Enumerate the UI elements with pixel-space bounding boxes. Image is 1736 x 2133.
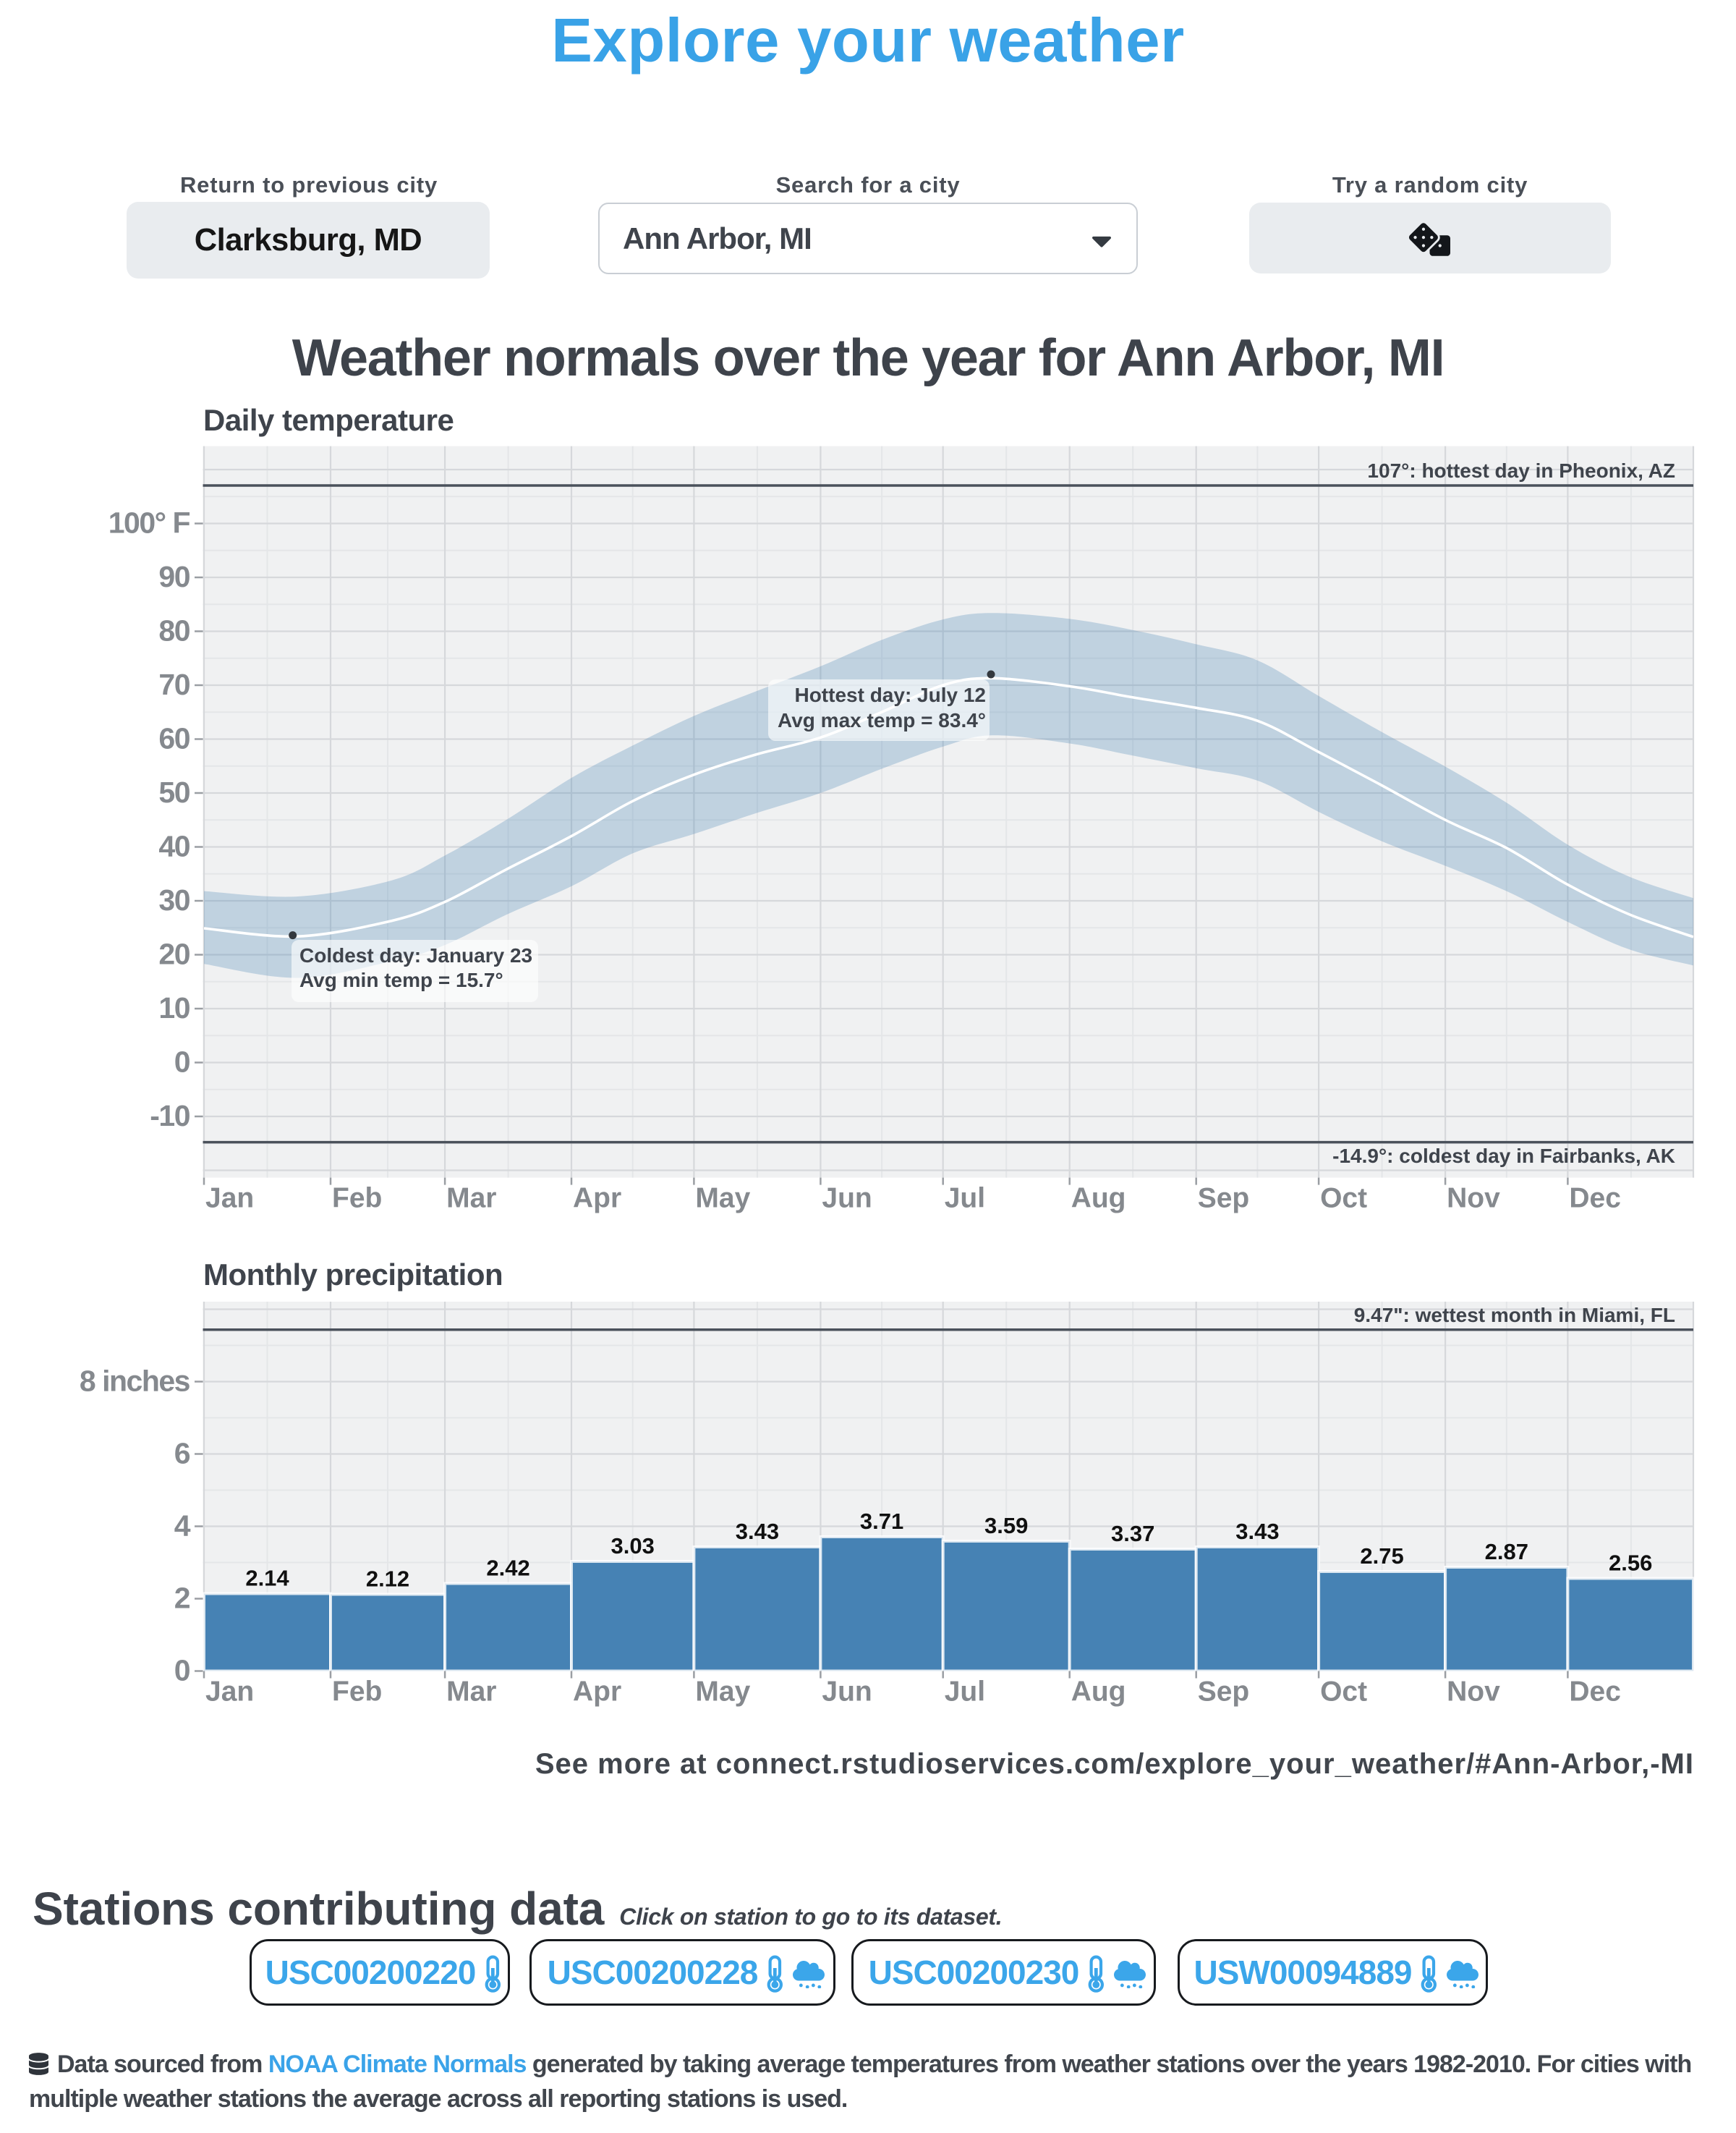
svg-text:2.14: 2.14: [245, 1566, 289, 1591]
svg-text:30: 30: [158, 883, 190, 917]
svg-text:May: May: [695, 1676, 750, 1708]
svg-text:Jan: Jan: [205, 1183, 254, 1214]
svg-text:6: 6: [174, 1437, 190, 1470]
svg-text:2.87: 2.87: [1485, 1539, 1528, 1564]
svg-text:3.43: 3.43: [736, 1519, 779, 1544]
svg-text:0: 0: [174, 1654, 190, 1687]
svg-text:2.56: 2.56: [1609, 1551, 1652, 1576]
svg-text:-14.9°: coldest day in Fairban: -14.9°: coldest day in Fairbanks, AK: [1332, 1145, 1675, 1167]
svg-text:Mar: Mar: [446, 1183, 496, 1214]
svg-text:Hottest day: July 12: Hottest day: July 12: [794, 684, 986, 706]
svg-text:Sep: Sep: [1198, 1676, 1250, 1708]
svg-text:8 inches: 8 inches: [80, 1365, 190, 1398]
svg-text:2.12: 2.12: [366, 1566, 409, 1592]
svg-text:Nov: Nov: [1447, 1676, 1500, 1708]
svg-text:9.47": wettest month in Miami,: 9.47": wettest month in Miami, FL: [1354, 1304, 1675, 1326]
svg-text:3.71: 3.71: [860, 1509, 903, 1534]
svg-text:Dec: Dec: [1569, 1676, 1621, 1708]
svg-text:40: 40: [158, 830, 190, 863]
svg-text:Monthly precipitation: Monthly precipitation: [203, 1258, 503, 1292]
svg-text:100° F: 100° F: [109, 506, 190, 540]
svg-text:Dec: Dec: [1569, 1183, 1621, 1214]
svg-text:4: 4: [174, 1509, 191, 1543]
svg-text:Jul: Jul: [945, 1183, 985, 1214]
svg-text:3.43: 3.43: [1235, 1519, 1279, 1544]
svg-text:90: 90: [158, 560, 190, 593]
svg-text:3.37: 3.37: [1111, 1521, 1154, 1546]
svg-text:60: 60: [158, 722, 190, 755]
svg-text:Coldest day: January 23: Coldest day: January 23: [299, 944, 532, 967]
svg-text:10: 10: [158, 991, 190, 1025]
svg-text:Aug: Aug: [1071, 1183, 1126, 1214]
svg-text:Oct: Oct: [1320, 1676, 1367, 1708]
svg-text:70: 70: [158, 668, 190, 701]
svg-text:0: 0: [174, 1046, 190, 1079]
svg-text:50: 50: [158, 776, 190, 809]
svg-text:20: 20: [158, 938, 190, 971]
svg-text:Jun: Jun: [822, 1676, 872, 1708]
svg-text:107°: hottest day in Pheonix,: 107°: hottest day in Pheonix, AZ: [1367, 459, 1675, 482]
svg-text:Feb: Feb: [332, 1676, 382, 1708]
svg-text:Avg min temp = 15.7°: Avg min temp = 15.7°: [299, 969, 503, 991]
svg-text:Daily temperature: Daily temperature: [203, 405, 454, 437]
svg-text:Apr: Apr: [573, 1676, 621, 1708]
svg-text:Jun: Jun: [822, 1183, 872, 1214]
svg-text:Jan: Jan: [205, 1676, 254, 1708]
svg-text:Aug: Aug: [1071, 1676, 1126, 1708]
svg-text:80: 80: [158, 614, 190, 648]
svg-text:Mar: Mar: [446, 1676, 496, 1708]
svg-text:-10: -10: [150, 1099, 190, 1132]
svg-text:May: May: [695, 1183, 750, 1214]
svg-text:Avg max temp = 83.4°: Avg max temp = 83.4°: [778, 709, 986, 732]
svg-text:Sep: Sep: [1198, 1183, 1250, 1214]
svg-text:Oct: Oct: [1320, 1183, 1367, 1214]
svg-text:2.42: 2.42: [486, 1556, 529, 1581]
svg-text:Apr: Apr: [573, 1183, 621, 1214]
svg-text:2: 2: [174, 1582, 190, 1615]
svg-text:Nov: Nov: [1447, 1183, 1500, 1214]
svg-text:Jul: Jul: [945, 1676, 985, 1708]
svg-text:3.03: 3.03: [611, 1533, 655, 1559]
svg-text:2.75: 2.75: [1360, 1543, 1403, 1569]
svg-text:3.59: 3.59: [984, 1513, 1028, 1538]
svg-text:Feb: Feb: [332, 1183, 382, 1214]
